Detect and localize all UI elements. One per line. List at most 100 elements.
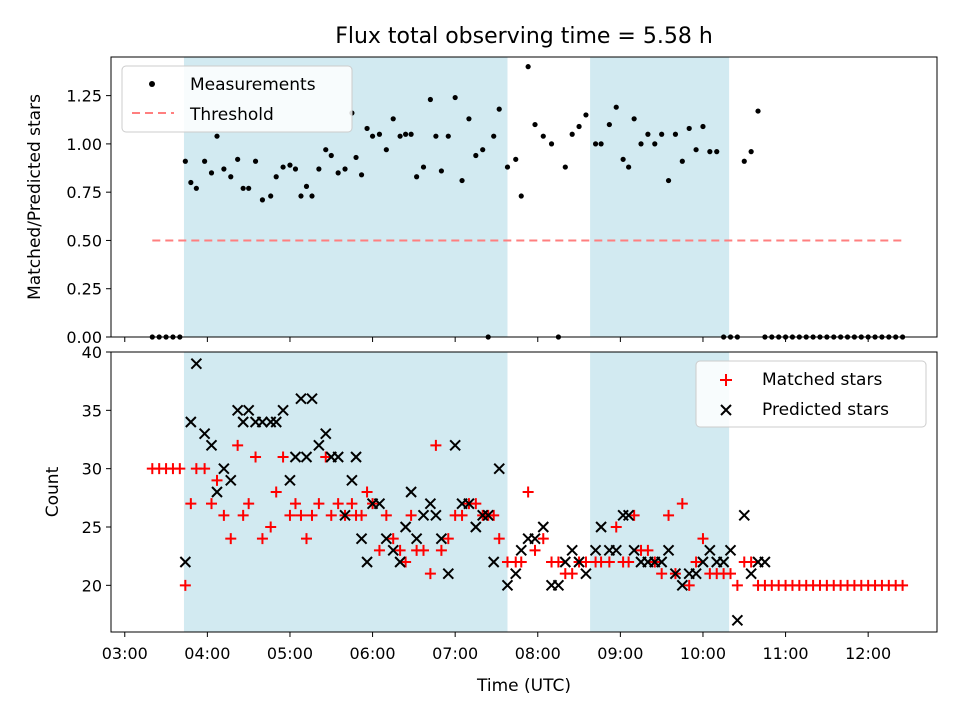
matched-star-point bbox=[179, 579, 191, 591]
measurement-point bbox=[583, 112, 589, 118]
predicted-star-point bbox=[731, 614, 744, 627]
predicted-star-point bbox=[300, 451, 313, 463]
predicted-star-point bbox=[529, 532, 541, 545]
measurement-point bbox=[693, 147, 699, 153]
measurement-point bbox=[273, 174, 279, 180]
measurement-point bbox=[707, 149, 713, 155]
matched-star-point bbox=[442, 533, 454, 545]
bottom-ytick-label: 30 bbox=[82, 460, 102, 479]
predicted-star-point bbox=[198, 427, 211, 440]
predicted-star-point bbox=[218, 462, 230, 475]
legend-matched-label: Matched stars bbox=[762, 370, 882, 390]
xtick-label: 09:00 bbox=[597, 644, 643, 663]
measurement-point bbox=[268, 193, 274, 199]
legend-predicted-label: Predicted stars bbox=[762, 400, 889, 420]
legend-measurements-label: Measurements bbox=[190, 75, 316, 95]
predicted-star-point bbox=[442, 567, 454, 580]
matched-star-point bbox=[537, 533, 549, 545]
matched-star-point bbox=[418, 544, 430, 556]
predicted-star-points bbox=[179, 357, 771, 627]
measurement-point bbox=[513, 156, 519, 162]
matched-star-point bbox=[218, 509, 230, 521]
measurement-point bbox=[748, 149, 754, 155]
top-legend-box bbox=[121, 65, 353, 133]
predicted-star-point bbox=[410, 532, 423, 545]
x-axis-label: Time (UTC) bbox=[476, 676, 571, 696]
measurement-point bbox=[298, 193, 304, 199]
measurement-point bbox=[459, 177, 465, 184]
measurement-point bbox=[598, 141, 604, 147]
matched-star-point bbox=[424, 568, 436, 580]
xtick-label: 05:00 bbox=[267, 644, 313, 663]
matched-star-point bbox=[470, 498, 482, 510]
measurement-point bbox=[188, 179, 194, 186]
predicted-star-point bbox=[690, 567, 702, 580]
measurement-point bbox=[473, 152, 479, 159]
measurement-point bbox=[208, 170, 215, 176]
predicted-star-point bbox=[373, 497, 386, 510]
matched-star-point bbox=[313, 498, 325, 510]
legend-measurement-marker bbox=[149, 81, 155, 87]
measurement-point bbox=[532, 121, 538, 128]
matched-star-point bbox=[552, 556, 564, 568]
measurement-point bbox=[376, 131, 383, 137]
predicted-star-point bbox=[537, 521, 549, 533]
matched-star-point bbox=[610, 521, 622, 533]
matched-star-point bbox=[256, 533, 268, 545]
bottom-ytick-label: 40 bbox=[82, 343, 102, 362]
matched-star-point bbox=[270, 486, 282, 498]
predicted-star-point bbox=[676, 579, 689, 592]
matched-star-point bbox=[185, 498, 197, 510]
predicted-star-point bbox=[738, 509, 750, 522]
measurement-point bbox=[491, 133, 497, 139]
top-ytick-label: 1.00 bbox=[66, 135, 102, 154]
matched-star-point bbox=[623, 556, 635, 568]
measurement-point bbox=[518, 193, 524, 199]
matched-star-point bbox=[346, 498, 358, 510]
xtick-label: 04:00 bbox=[184, 644, 230, 663]
measurement-point bbox=[369, 133, 376, 139]
matched-star-point bbox=[306, 509, 318, 521]
measurement-point bbox=[280, 164, 286, 170]
measurement-point bbox=[592, 141, 599, 147]
measurement-point bbox=[562, 164, 568, 170]
predicted-star-point bbox=[515, 544, 527, 557]
predicted-star-point bbox=[185, 416, 197, 428]
predicted-star-point bbox=[190, 357, 203, 370]
predicted-star-point bbox=[482, 509, 494, 522]
predicted-star-point bbox=[759, 556, 771, 568]
bottom-ytick-label: 25 bbox=[82, 518, 102, 537]
predicted-star-point bbox=[339, 509, 351, 522]
top-ytick-label: 0.75 bbox=[66, 183, 102, 202]
bottom-ytick-label: 20 bbox=[82, 576, 102, 595]
predicted-star-point bbox=[610, 544, 622, 557]
measurement-point bbox=[408, 131, 414, 137]
matched-star-point bbox=[580, 556, 592, 568]
chart-title: Flux total observing time = 5.58 h bbox=[335, 24, 713, 49]
measurement-point bbox=[525, 64, 531, 70]
bottom-panel: 20 25 30 35 40 03:00 04:00 05:00 06:00 07:00 08:00… bbox=[43, 343, 938, 696]
matched-star-point bbox=[488, 509, 500, 521]
matched-star-point bbox=[199, 463, 211, 475]
measurement-point bbox=[364, 125, 370, 132]
matched-star-point bbox=[211, 474, 223, 486]
measurement-point bbox=[665, 177, 672, 184]
matched-star-point bbox=[435, 544, 447, 556]
measurement-point bbox=[287, 162, 293, 168]
predicted-star-point bbox=[704, 544, 716, 557]
measurement-point bbox=[626, 164, 632, 170]
measurement-point bbox=[342, 166, 348, 172]
matched-star-points bbox=[146, 439, 909, 591]
predicted-star-point bbox=[289, 451, 302, 463]
predicted-star-point bbox=[350, 451, 362, 463]
bottom-axis-ticks: 20 25 30 35 40 03:00 04:00 05:00 06:00 07:00 08:00… bbox=[82, 343, 892, 663]
predicted-star-point bbox=[717, 556, 730, 568]
legend-matched-marker bbox=[720, 374, 732, 386]
predicted-star-point bbox=[237, 416, 249, 428]
matched-star-point bbox=[628, 509, 640, 521]
predicted-star-point bbox=[628, 544, 640, 557]
top-ytick-label: 0.25 bbox=[66, 280, 102, 299]
measurement-point bbox=[548, 141, 555, 147]
matched-star-point bbox=[295, 509, 307, 521]
matched-star-point bbox=[320, 451, 332, 463]
